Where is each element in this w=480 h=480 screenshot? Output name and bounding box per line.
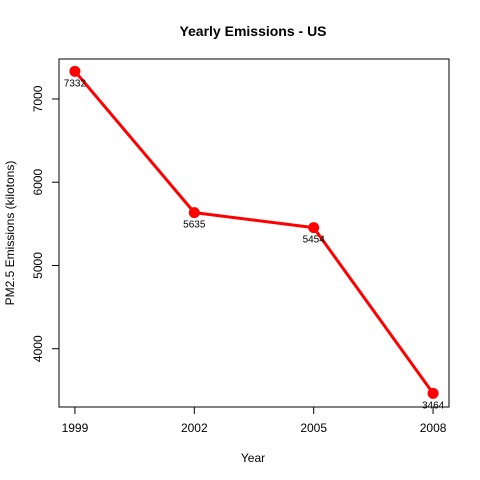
series-layer: 7332 5635 5454 3464 [64, 65, 445, 411]
x-axis-label: Year [241, 451, 265, 465]
y-tick-label: 6000 [31, 169, 45, 196]
plot-frame [58, 58, 450, 408]
y-tick-label: 4000 [31, 335, 45, 362]
data-point [427, 387, 439, 399]
data-label: 5454 [303, 235, 326, 246]
x-axis: 1999 2002 2005 2008 [62, 407, 447, 435]
x-tick-label: 2002 [181, 421, 208, 435]
x-tick-label: 1999 [62, 421, 89, 435]
data-label: 7332 [64, 78, 87, 89]
y-tick-label: 5000 [31, 252, 45, 279]
chart-title: Yearly Emissions - US [179, 23, 326, 39]
x-tick-label: 2008 [420, 421, 447, 435]
data-point [69, 65, 81, 77]
y-tick-label: 7000 [31, 85, 45, 112]
data-label: 3464 [422, 400, 445, 411]
x-tick-label: 2005 [300, 421, 327, 435]
data-point [308, 222, 320, 234]
series-line [73, 69, 435, 395]
y-axis: 4000 5000 6000 7000 [31, 85, 59, 362]
data-label: 5635 [183, 220, 206, 231]
data-point [188, 207, 200, 219]
y-axis-label: PM2.5 Emissions (kilotons) [3, 161, 17, 306]
